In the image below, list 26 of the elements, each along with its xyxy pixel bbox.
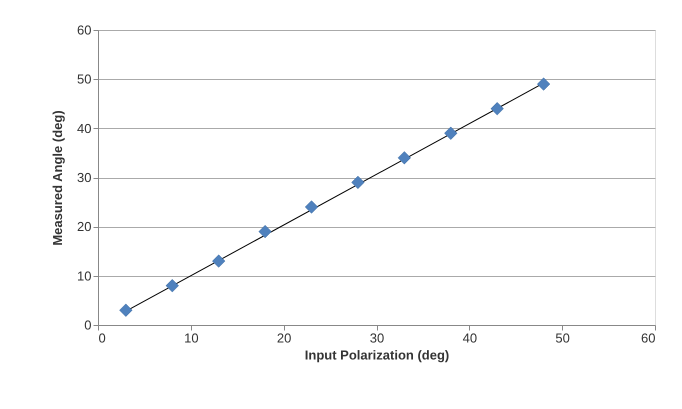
y-tick-label: 20 [77,219,92,234]
x-tick-label: 60 [641,330,656,346]
y-tick-label: 60 [77,22,92,38]
point [444,126,458,140]
x-tick-label: 40 [462,330,478,346]
x-tick-label: 30 [370,330,384,346]
point [119,304,132,317]
y-axis-title: Measured Angle (deg) [50,110,66,246]
x-tick-label: 20 [276,330,292,346]
y-tick-label: 30 [77,170,92,185]
y-tick-label: 50 [77,72,92,87]
y-tick-label: 40 [77,120,92,136]
x-axis-title: Input Polarization (deg) [304,348,450,362]
y-tick-label: 10 [77,268,92,284]
point [258,225,272,238]
point [351,176,365,189]
y-tick-label: 0 [84,318,92,332]
point [212,254,226,268]
x-tick-label: 50 [555,330,570,346]
point [304,200,318,214]
point [166,279,179,292]
x-tick-label: 0 [98,330,106,346]
point [398,151,411,164]
x-tick-label: 10 [184,330,199,346]
point [490,102,504,116]
point [537,78,550,91]
